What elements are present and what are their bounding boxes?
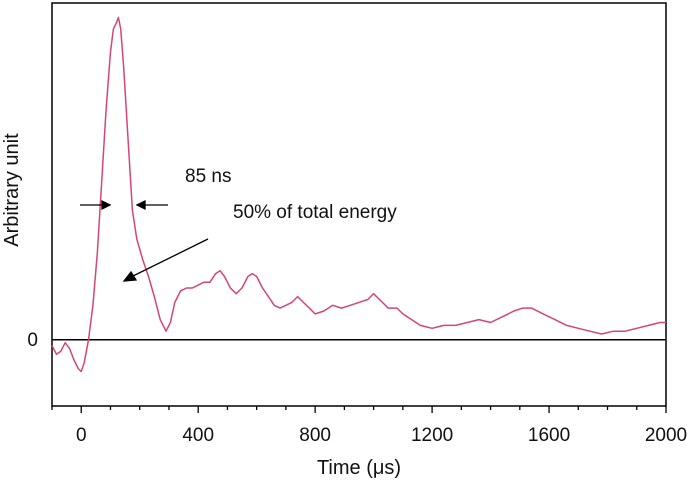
annotation-energy: 50% of total energy bbox=[233, 202, 397, 223]
width-marker bbox=[80, 199, 168, 211]
x-tick-label: 2000 bbox=[645, 425, 687, 446]
plot-frame bbox=[51, 2, 667, 407]
y-axis-title: Arbitrary unit bbox=[1, 133, 23, 247]
x-tick-label: 400 bbox=[182, 425, 214, 446]
annotation-width: 85 ns bbox=[185, 166, 231, 187]
x-axis-title: Time (μs) bbox=[317, 457, 401, 479]
x-ticks bbox=[51, 406, 667, 413]
x-tick-label: 1600 bbox=[528, 425, 570, 446]
width-arrow-left-head bbox=[101, 199, 112, 211]
x-tick-labels: 0 400 800 1200 1600 2000 bbox=[76, 425, 687, 446]
energy-arrow bbox=[122, 238, 209, 282]
energy-arrow-head bbox=[122, 270, 138, 282]
y-tick-label: 0 bbox=[27, 330, 38, 351]
series-line bbox=[51, 16, 666, 373]
width-arrow-right-head bbox=[135, 199, 146, 211]
x-tick-label: 0 bbox=[76, 425, 87, 446]
x-tick-label: 1200 bbox=[411, 425, 453, 446]
x-tick-label: 800 bbox=[299, 425, 331, 446]
energy-arrow-shaft bbox=[130, 238, 209, 278]
y-tick-labels: 0 bbox=[27, 330, 38, 351]
